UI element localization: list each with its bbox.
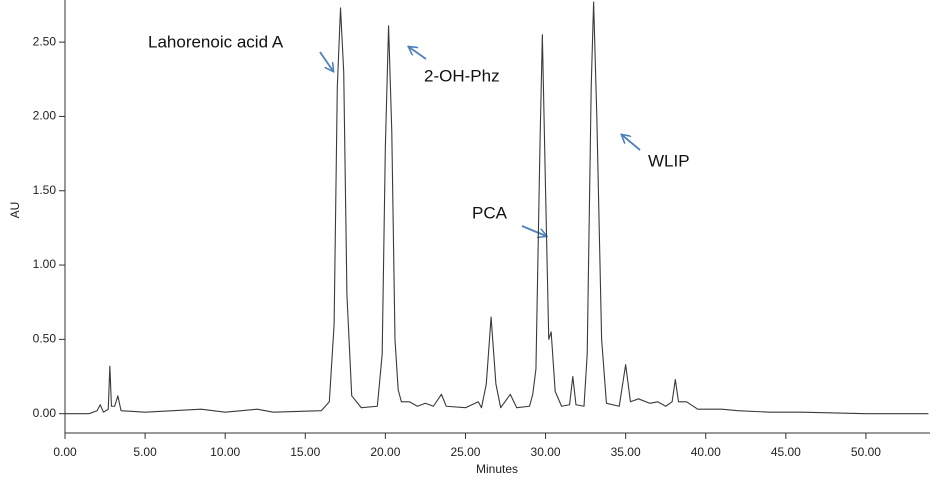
arrow xyxy=(409,47,427,60)
annotation: 2-OH-Phz xyxy=(424,66,500,85)
y-tick-label: 1.00 xyxy=(33,257,57,271)
y-tick-label: 0.00 xyxy=(33,406,57,420)
y-axis-label: AU xyxy=(8,202,22,219)
x-tick-label: 20.00 xyxy=(370,445,400,459)
y-tick-label: 1.50 xyxy=(33,183,57,197)
x-tick-label: 35.00 xyxy=(611,445,641,459)
x-tick-label: 10.00 xyxy=(210,445,240,459)
arrow xyxy=(319,51,333,71)
trace xyxy=(65,1,929,415)
y-tick-label: 0.50 xyxy=(33,332,57,346)
x-tick-label: 45.00 xyxy=(771,445,801,459)
x-tick-label: 5.00 xyxy=(133,445,157,459)
x-tick-label: 50.00 xyxy=(851,445,881,459)
x-tick-label: 25.00 xyxy=(450,445,480,459)
y-tick-label: 2.00 xyxy=(33,109,57,123)
annotation: WLIP xyxy=(648,151,690,170)
arrow xyxy=(622,135,641,151)
x-tick-label: 40.00 xyxy=(691,445,721,459)
x-tick-label: 30.00 xyxy=(531,445,561,459)
y-tick-label: 2.50 xyxy=(33,34,57,48)
annotation: PCA xyxy=(472,203,508,222)
arrow xyxy=(521,225,546,236)
x-tick-label: 15.00 xyxy=(290,445,320,459)
annotation: Lahorenoic acid A xyxy=(148,32,284,51)
x-axis-label: Minutes xyxy=(476,462,518,476)
x-tick-label: 0.00 xyxy=(53,445,77,459)
